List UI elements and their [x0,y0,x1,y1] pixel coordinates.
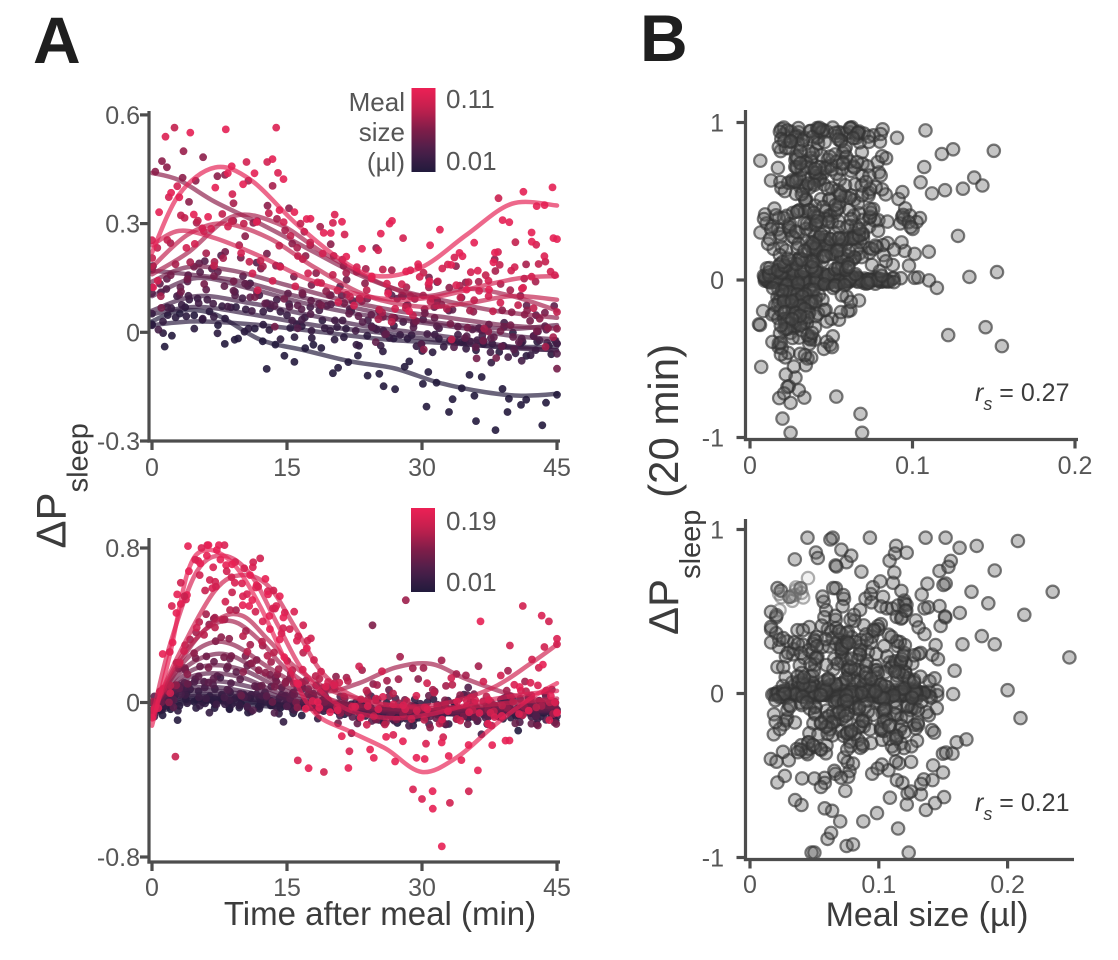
svg-text:rs = 0.27: rs = 0.27 [975,379,1069,414]
svg-text:Time after meal (min): Time after meal (min) [224,895,536,932]
svg-text:0.2: 0.2 [990,871,1025,899]
svg-text:-1: -1 [702,845,724,873]
svg-text:0: 0 [743,871,757,899]
svg-text:1: 1 [710,110,724,138]
svg-text:A: A [33,3,81,77]
svg-text:B: B [640,1,688,75]
svg-text:0.3: 0.3 [105,211,140,239]
svg-text:0.01: 0.01 [446,146,497,176]
svg-text:-0.8: -0.8 [97,844,140,872]
svg-text:0: 0 [710,267,724,295]
svg-text:-0.3: -0.3 [97,428,140,456]
svg-text:0: 0 [145,454,159,482]
svg-text:1: 1 [710,517,724,545]
svg-text:15: 15 [273,874,301,902]
svg-text:30: 30 [408,454,436,482]
svg-text:size: size [359,117,405,147]
svg-text:0.1: 0.1 [895,452,930,480]
svg-text:0: 0 [145,874,159,902]
svg-text:0.1: 0.1 [861,871,896,899]
svg-text:(µl): (µl) [367,147,405,177]
svg-text:30: 30 [408,874,436,902]
svg-text:0: 0 [126,690,140,718]
svg-text:0.11: 0.11 [446,84,495,114]
svg-text:0.6: 0.6 [105,102,140,130]
svg-text:0.01: 0.01 [446,567,497,597]
svg-text:0.8: 0.8 [105,535,140,563]
svg-text:45: 45 [543,454,571,482]
svg-text:0.19: 0.19 [446,506,497,536]
svg-text:0: 0 [126,319,140,347]
svg-text:0: 0 [743,452,757,480]
svg-text:Meal size (µl): Meal size (µl) [826,896,1029,934]
svg-text:15: 15 [273,454,301,482]
svg-text:45: 45 [543,874,571,902]
svg-text:0.2: 0.2 [1058,452,1093,480]
svg-text:-1: -1 [702,425,724,453]
svg-text:Meal: Meal [349,87,405,117]
svg-text:0: 0 [710,681,724,709]
svg-text:rs = 0.21: rs = 0.21 [975,789,1069,824]
